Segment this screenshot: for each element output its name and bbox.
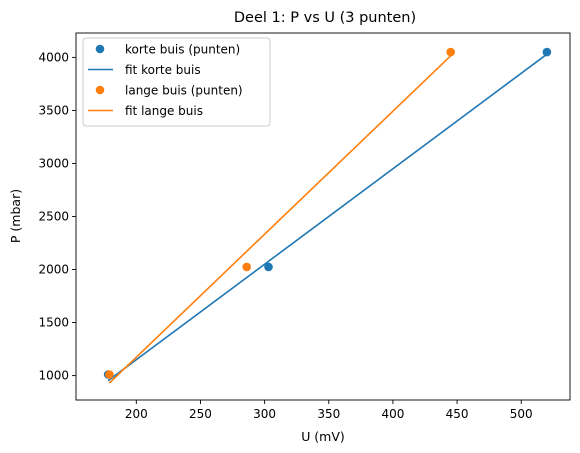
legend-label-0: korte buis (punten) bbox=[125, 43, 240, 57]
y-tick-label: 4000 bbox=[38, 50, 69, 64]
x-tick-label: 250 bbox=[189, 407, 212, 421]
legend-label-1: fit korte buis bbox=[125, 63, 201, 77]
x-tick-label: 500 bbox=[510, 407, 533, 421]
legend-marker-2 bbox=[95, 85, 105, 95]
x-axis-label: U (mV) bbox=[301, 429, 345, 444]
series-line-3 bbox=[108, 55, 452, 384]
data-point-0-2 bbox=[542, 47, 552, 57]
chart-title: Deel 1: P vs U (3 punten) bbox=[234, 10, 416, 26]
x-tick-label: 300 bbox=[253, 407, 276, 421]
legend-marker-0 bbox=[95, 44, 105, 54]
x-tick-label: 350 bbox=[317, 407, 340, 421]
data-point-2-1 bbox=[242, 262, 251, 272]
y-tick-label: 3500 bbox=[38, 103, 69, 117]
legend-box bbox=[82, 37, 271, 127]
legend-label-3: fit lange buis bbox=[125, 104, 203, 118]
y-tick-label: 2500 bbox=[38, 210, 69, 224]
chart-marks bbox=[103, 47, 552, 384]
y-tick-label: 2000 bbox=[38, 263, 69, 277]
y-tick-label: 1000 bbox=[38, 369, 69, 383]
data-point-2-2 bbox=[446, 47, 456, 57]
data-point-2-0 bbox=[105, 370, 114, 379]
y-tick-label: 3000 bbox=[38, 156, 69, 170]
x-tick-label: 450 bbox=[446, 407, 469, 421]
series-line-1 bbox=[107, 53, 548, 382]
y-tick-label: 1500 bbox=[38, 316, 69, 330]
data-point-0-1 bbox=[264, 262, 273, 272]
x-tick-label: 200 bbox=[125, 407, 148, 421]
x-tick-label: 400 bbox=[381, 407, 404, 421]
legend-label-2: lange buis (punten) bbox=[125, 84, 243, 98]
axes: 200 250 300 350 400 450 500 1000 1500 2000 2500 300… bbox=[38, 32, 571, 421]
legend: korte buis (punten) fit korte buis lange b… bbox=[82, 37, 271, 127]
y-axis-label: P (mbar) bbox=[8, 189, 23, 243]
